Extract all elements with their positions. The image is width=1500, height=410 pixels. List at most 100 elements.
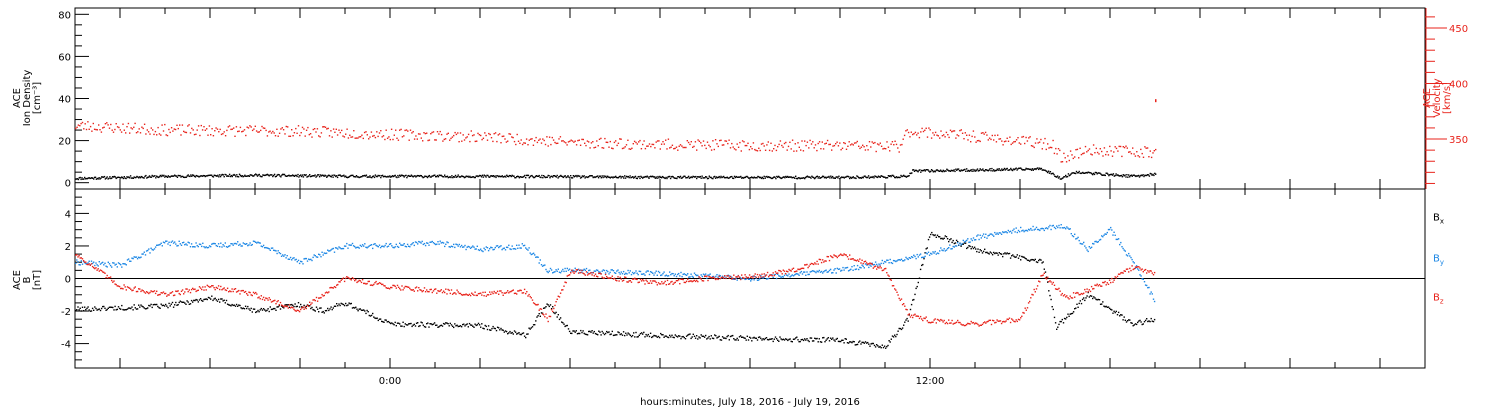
data-point — [410, 244, 412, 246]
data-point — [381, 174, 384, 177]
data-point — [99, 263, 102, 265]
data-point — [845, 254, 847, 256]
data-point — [824, 341, 826, 343]
data-point — [275, 175, 278, 177]
data-point — [459, 325, 462, 327]
data-point — [575, 269, 577, 271]
data-point — [296, 261, 298, 263]
data-point — [859, 147, 861, 150]
data-point — [181, 242, 184, 244]
data-point — [606, 141, 609, 144]
data-point — [393, 175, 395, 177]
data-point — [297, 125, 300, 127]
data-point — [343, 174, 345, 176]
data-point — [432, 131, 435, 133]
data-point — [500, 245, 502, 247]
data-point — [764, 177, 766, 179]
data-point — [1053, 173, 1055, 176]
data-point — [247, 127, 250, 129]
data-point — [545, 313, 547, 315]
data-point — [384, 175, 386, 178]
data-point — [324, 310, 327, 312]
data-point — [207, 246, 210, 249]
data-point — [687, 175, 690, 178]
data-point — [285, 305, 287, 308]
data-point — [297, 302, 300, 304]
data-point — [934, 171, 936, 173]
data-point — [138, 288, 140, 290]
data-point — [244, 290, 247, 293]
data-point — [1056, 328, 1058, 330]
data-point — [306, 260, 309, 262]
data-point — [1114, 311, 1116, 314]
data-point — [537, 175, 539, 177]
data-point — [287, 258, 289, 260]
data-point — [939, 169, 942, 171]
data-point — [360, 309, 363, 311]
data-point — [942, 169, 944, 172]
data-point — [495, 176, 497, 179]
data-point — [736, 176, 738, 178]
data-point — [224, 173, 226, 176]
data-point — [1023, 169, 1025, 171]
data-point — [854, 344, 856, 346]
data-point — [692, 175, 694, 178]
data-point — [238, 244, 240, 246]
data-point — [97, 308, 99, 311]
data-point — [971, 135, 973, 138]
data-point — [756, 273, 759, 276]
data-point — [778, 275, 780, 277]
data-point — [965, 170, 967, 172]
data-point — [557, 268, 559, 270]
data-point — [1065, 174, 1067, 177]
data-point — [1047, 281, 1049, 283]
data-point — [777, 175, 780, 178]
data-point — [874, 261, 877, 263]
data-point — [141, 289, 143, 291]
data-point — [341, 175, 343, 177]
data-point — [980, 237, 982, 239]
data-point — [775, 272, 778, 274]
data-point — [1039, 281, 1041, 283]
data-point — [901, 327, 904, 329]
data-point — [516, 293, 518, 295]
data-point — [991, 319, 994, 322]
data-point — [938, 170, 940, 172]
data-point — [546, 270, 548, 273]
data-point — [768, 149, 771, 152]
data-point — [129, 132, 131, 134]
data-point — [320, 307, 322, 309]
data-point — [1085, 171, 1088, 174]
data-point — [1106, 151, 1108, 153]
data-point — [423, 325, 426, 328]
data-point — [702, 335, 705, 337]
data-point — [1070, 313, 1072, 315]
data-point — [555, 301, 557, 303]
data-point — [1118, 145, 1120, 148]
data-point — [562, 176, 565, 179]
data-point — [448, 246, 450, 248]
data-point — [1104, 306, 1106, 308]
data-point — [77, 178, 80, 181]
data-point — [1047, 276, 1049, 278]
data-point — [757, 279, 760, 281]
data-point — [232, 174, 234, 176]
data-point — [391, 322, 393, 324]
data-point — [591, 175, 593, 177]
data-point — [340, 279, 342, 281]
data-point — [931, 231, 933, 234]
data-point — [498, 293, 500, 295]
data-point — [490, 329, 492, 331]
data-point — [152, 175, 154, 178]
data-point — [577, 174, 579, 177]
data-point — [481, 250, 483, 252]
data-point — [994, 252, 996, 255]
data-point — [1048, 147, 1050, 149]
data-point — [195, 290, 197, 293]
data-point — [867, 264, 869, 266]
data-point — [287, 175, 289, 177]
data-point — [337, 305, 339, 307]
data-point — [589, 272, 591, 275]
data-point — [265, 246, 267, 249]
data-point — [330, 306, 332, 308]
